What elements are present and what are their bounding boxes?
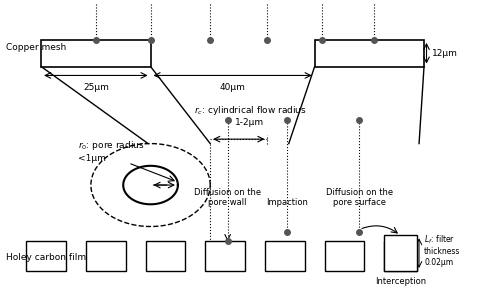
Text: 40μm: 40μm — [220, 83, 246, 92]
Bar — [26, 241, 66, 271]
Text: Impaction: Impaction — [266, 198, 308, 207]
Bar — [86, 241, 126, 271]
Text: Diffusion on the
pore surface: Diffusion on the pore surface — [326, 188, 393, 207]
Text: Copper mesh: Copper mesh — [6, 43, 66, 52]
Bar — [41, 40, 150, 67]
Bar — [384, 235, 416, 271]
Text: $r_0$: pore radius
<1μm: $r_0$: pore radius <1μm — [78, 139, 145, 163]
Bar — [384, 241, 416, 271]
Text: 25μm: 25μm — [83, 83, 109, 92]
Text: $L_f$: filter
thickness
0.02μm: $L_f$: filter thickness 0.02μm — [424, 234, 461, 267]
Text: $r_c$: cylindrical flow radius
1-2μm: $r_c$: cylindrical flow radius 1-2μm — [194, 104, 306, 127]
Text: Interception: Interception — [375, 277, 426, 286]
Bar — [314, 40, 424, 67]
Bar — [206, 241, 245, 271]
Text: 12μm: 12μm — [432, 49, 458, 58]
Bar — [265, 241, 304, 271]
Bar — [146, 241, 186, 271]
Bar — [324, 241, 364, 271]
Text: Holey carbon film: Holey carbon film — [6, 253, 86, 262]
Text: Diffusion on the
pore wall: Diffusion on the pore wall — [194, 188, 261, 207]
